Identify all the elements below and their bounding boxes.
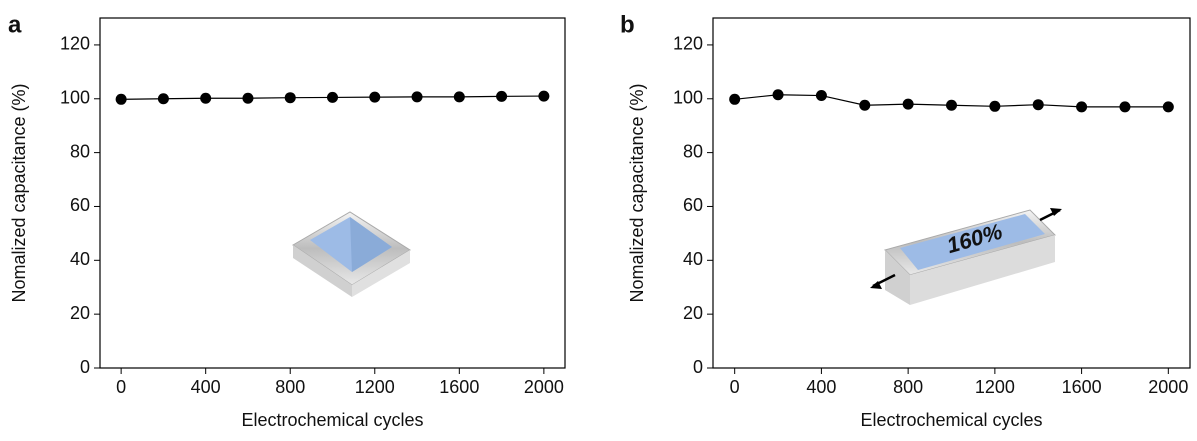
marker — [1162, 101, 1174, 113]
plot-frame — [712, 17, 1191, 369]
x-axis-label: Electrochemical cycles — [860, 410, 1042, 430]
y-tick-label: 60 — [70, 195, 90, 215]
marker — [242, 92, 254, 104]
x-tick-label: 1600 — [1062, 377, 1102, 397]
marker — [902, 98, 914, 110]
y-axis-label: Nomalized capacitance (%) — [627, 83, 647, 302]
marker — [989, 100, 1001, 112]
x-tick-label: 1200 — [355, 377, 395, 397]
marker — [946, 99, 957, 111]
y-tick-label: 100 — [60, 88, 90, 108]
y-tick-label: 60 — [683, 195, 703, 215]
marker — [411, 91, 423, 103]
x-tick-label: 0 — [116, 377, 126, 397]
device-illustration — [870, 208, 1062, 305]
marker — [453, 91, 465, 103]
x-tick-label: 0 — [730, 377, 740, 397]
x-tick-label: 800 — [275, 377, 305, 397]
marker — [859, 99, 871, 111]
y-tick-label: 80 — [683, 141, 703, 161]
marker — [157, 93, 169, 105]
y-tick-label: 120 — [60, 34, 90, 54]
marker — [729, 93, 741, 105]
y-axis-label: Nomalized capacitance (%) — [9, 83, 29, 302]
marker — [284, 92, 296, 104]
y-tick-label: 40 — [70, 249, 90, 269]
y-tick-label: 100 — [673, 88, 703, 108]
marker — [772, 89, 784, 101]
marker — [1032, 99, 1044, 111]
y-tick-label: 0 — [80, 357, 90, 377]
marker — [496, 90, 508, 102]
device-illustration — [292, 211, 411, 297]
plot-frame — [99, 17, 566, 369]
marker — [538, 90, 550, 102]
y-tick-label: 120 — [673, 34, 703, 54]
y-tick-label: 80 — [70, 141, 90, 161]
panel-label: b — [620, 11, 635, 38]
x-tick-label: 1600 — [439, 377, 479, 397]
x-tick-label: 800 — [893, 377, 923, 397]
marker — [815, 90, 827, 102]
x-tick-label: 2000 — [524, 377, 564, 397]
marker — [115, 93, 127, 105]
x-tick-label: 2000 — [1148, 377, 1188, 397]
marker — [1076, 101, 1088, 113]
x-tick-label: 400 — [191, 377, 221, 397]
y-tick-label: 40 — [683, 249, 703, 269]
marker — [200, 92, 212, 104]
x-tick-label: 400 — [806, 377, 836, 397]
y-tick-label: 0 — [693, 357, 703, 377]
panel-label: a — [8, 11, 22, 38]
y-tick-label: 20 — [683, 303, 703, 323]
marker — [327, 91, 338, 103]
x-axis-label: Electrochemical cycles — [241, 410, 423, 430]
x-tick-label: 1200 — [975, 377, 1015, 397]
y-tick-label: 20 — [70, 303, 90, 323]
marker — [1119, 101, 1131, 113]
marker — [369, 91, 381, 103]
